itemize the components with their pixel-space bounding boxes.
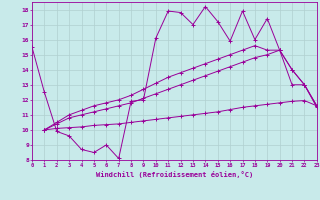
X-axis label: Windchill (Refroidissement éolien,°C): Windchill (Refroidissement éolien,°C) [96, 171, 253, 178]
